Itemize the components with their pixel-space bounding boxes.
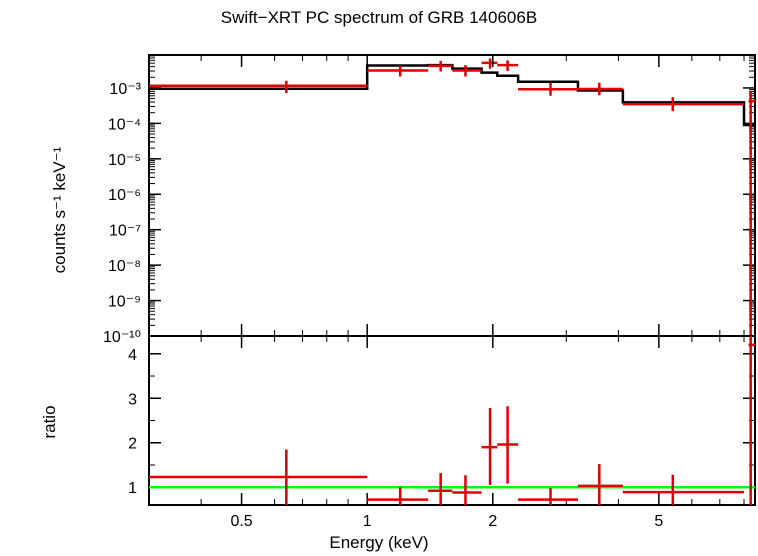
ratio-frame [148, 335, 756, 506]
ratio-y-tick-label: 4 [128, 347, 137, 364]
spectrum-y-tick-label: 10⁻⁸ [108, 258, 141, 275]
x-tick-label: 1 [363, 513, 372, 530]
spectrum-data-point [497, 60, 519, 72]
spectrum-panel: 10⁻¹⁰ 10⁻⁹ 10⁻⁸ 10⁻⁷ 10⁻⁶ 10⁻⁵ 10⁻⁴ 10⁻³ [103, 54, 756, 346]
spectrum-frame [148, 54, 756, 337]
ratio-y-tick-label: 2 [128, 436, 137, 453]
spectrum-data-point [481, 58, 498, 69]
spectrum-y-tick-label: 10⁻⁵ [108, 152, 141, 169]
spectrum-y-tick-label: 10⁻⁶ [108, 187, 141, 204]
ratio-data-point [622, 474, 745, 505]
x-tick-label: 5 [654, 513, 663, 530]
ratio-y-tick-label: 3 [128, 391, 137, 408]
ratio-data-point [428, 472, 453, 505]
spectrum-data-point [622, 97, 745, 112]
spectrum-y-tick-label: 10⁻⁴ [108, 116, 141, 133]
spectrum-y-tick-label: 10⁻⁹ [108, 294, 141, 311]
ratio-panel: 0.5 1 2 5 1 2 3 4 [128, 55, 756, 530]
x-axis-label: Energy (keV) [329, 533, 429, 552]
x-tick-label: 2 [488, 513, 497, 530]
spectrum-data-point [452, 65, 482, 77]
model-step-line [149, 63, 755, 127]
spectrum-data-point [748, 91, 755, 336]
spectrum-data-point [149, 80, 368, 93]
spectrum-y-tick-label: 10⁻¹⁰ [103, 329, 141, 346]
ratio-y-tick-label: 1 [128, 480, 137, 497]
ratio-data-point [452, 475, 482, 505]
spectrum-y-tick-label: 10⁻³ [109, 81, 141, 98]
spectrum-data-point [577, 82, 623, 96]
ratio-data-point [518, 488, 578, 505]
ratio-data-point [577, 464, 623, 505]
spectrum-data-point [518, 82, 578, 96]
ratio-data-point [748, 336, 755, 505]
x-tick-label: 0.5 [230, 513, 252, 530]
chart-title: Swift−XRT PC spectrum of GRB 140606B [220, 8, 538, 27]
ratio-data-point [497, 406, 519, 484]
spectrum-data-point [367, 65, 429, 77]
ratio-data-point [367, 487, 429, 505]
spectrum-y-tick-label: 10⁻⁷ [109, 223, 141, 240]
ratio-data-point [149, 449, 368, 505]
ratio-data-point [481, 408, 498, 485]
spectrum-data-point [428, 60, 453, 72]
